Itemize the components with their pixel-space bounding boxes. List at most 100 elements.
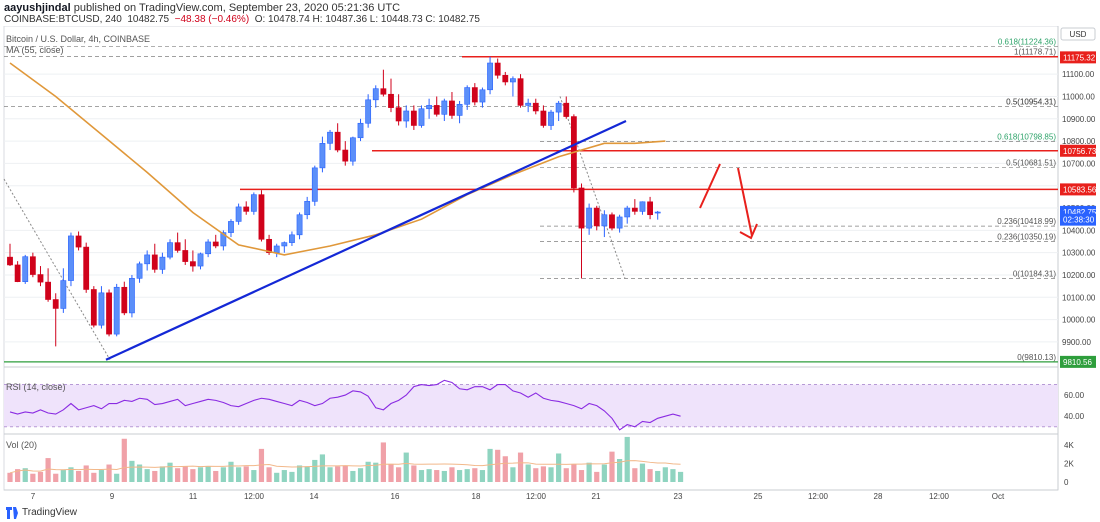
candle-up [464, 87, 471, 105]
time-axis: 7 9 11 12:00 14 16 18 12:00 21 23 25 12:00 28 12:00 Oc… [4, 489, 1058, 501]
publish-text: published on TradingView.com, September … [73, 2, 401, 14]
fib-trend-line [559, 96, 626, 279]
price-levels [3, 56, 1058, 363]
candle-up [319, 143, 326, 169]
price-tag-label: 10482.75 [1063, 208, 1097, 217]
candle-down [151, 254, 158, 270]
price-tick-label: 9900.00 [1062, 338, 1091, 347]
volume-bar [243, 466, 249, 482]
volume-bar [114, 473, 120, 482]
time-tick-label: 21 [592, 492, 601, 501]
candle-down [471, 87, 478, 103]
volume-bar [220, 467, 226, 482]
fib-trend-line [3, 178, 111, 361]
volume-bar [662, 467, 668, 482]
support-trendline [105, 120, 627, 361]
volume-bar [495, 449, 501, 482]
fib-label: 0(9810.13) [1017, 353, 1056, 362]
candle-down [266, 238, 272, 253]
volume-tick-label: 4K [1064, 441, 1074, 450]
volume-bar [632, 468, 638, 482]
volume-bar [289, 471, 295, 482]
volume-bar [197, 467, 204, 482]
volume-bar [677, 471, 684, 482]
candle-up [510, 78, 516, 83]
price-tick-label: 11100.00 [1062, 70, 1095, 79]
time-tick-label: 12:00 [808, 492, 829, 501]
candle-down [395, 107, 402, 122]
candle-down [90, 289, 97, 326]
volume-bar [60, 470, 66, 482]
volume-bar [380, 442, 386, 482]
volume-bar [327, 467, 333, 482]
rsi-pane: 60.00 40.00 [4, 379, 1085, 431]
forecast-down-arrow [737, 167, 753, 237]
volume-bar [487, 448, 493, 482]
candle-up [365, 99, 372, 124]
candle-up [22, 256, 29, 282]
last-price: 10482.75 [127, 14, 170, 25]
candle-up [372, 88, 379, 101]
candle-up [250, 194, 257, 212]
symbol-interval: COINBASE:BTCUSD, 240 [4, 14, 122, 25]
ma-series-line [9, 62, 666, 256]
volume-bar [510, 467, 516, 482]
header: aayushjindal published on TradingView.co… [0, 0, 1100, 26]
volume-bar [312, 459, 318, 482]
volume-bar [670, 469, 676, 482]
candle-up [327, 131, 333, 144]
candle-down [258, 194, 265, 240]
time-tick-label: 9 [110, 492, 115, 501]
candle-down [449, 100, 455, 116]
candle-down [578, 187, 585, 229]
chart-canvas[interactable]: 0.618(11224.36) 1(11178.71) 0.5(10954.31) 0… [0, 26, 1100, 512]
price-tag [1060, 144, 1096, 157]
candle-up [479, 89, 486, 103]
price-tick-label: 10000.00 [1062, 316, 1096, 325]
volume-bar [213, 470, 219, 482]
candle-down [37, 274, 44, 283]
candle-up [144, 254, 151, 265]
author-name[interactable]: aayushjindal [4, 2, 71, 14]
price-axis: USD 11100.00 11000.00 10900.00 10800.00 10700… [1060, 27, 1097, 368]
candle-up [548, 111, 554, 126]
candle-up [525, 102, 532, 106]
volume-bar [464, 469, 470, 482]
volume-bar [175, 468, 181, 482]
tradingview-logo-icon[interactable] [6, 507, 20, 519]
volume-bar [601, 464, 607, 482]
volume-bar [594, 471, 600, 482]
volume-bar [403, 452, 409, 482]
volume-bar [586, 462, 592, 482]
volume-pane: 4K 2K 0 [7, 436, 1074, 487]
candle-down [494, 62, 501, 76]
vol-label: Vol (20) [6, 440, 38, 450]
volume-bar [449, 467, 455, 482]
candle-down [174, 242, 181, 251]
time-tick-label: 12:00 [526, 492, 547, 501]
candle-down [540, 110, 547, 126]
volume-bar [129, 460, 135, 482]
price-tag [1060, 355, 1096, 368]
volume-bar [525, 464, 531, 482]
candle-down [502, 74, 509, 83]
volume-bar [365, 461, 371, 482]
candle-up [304, 201, 311, 216]
forecast-arrows [699, 163, 758, 240]
volume-tick-label: 2K [1064, 460, 1074, 469]
volume-bar [83, 465, 89, 482]
price-tag-label: 10756.73 [1063, 147, 1097, 156]
candle-down [334, 131, 341, 151]
volume-bar [251, 470, 257, 482]
time-tick-label: 23 [674, 492, 683, 501]
volume-bar [434, 470, 440, 482]
candle-down [106, 292, 112, 335]
volume-bar [479, 470, 486, 482]
volume-bar [411, 465, 417, 482]
volume-bar [342, 465, 348, 482]
volume-bar [152, 470, 158, 482]
candle-down [410, 110, 417, 126]
candle-down [433, 105, 440, 115]
candle-up [289, 234, 295, 243]
price-tag [1060, 51, 1096, 64]
